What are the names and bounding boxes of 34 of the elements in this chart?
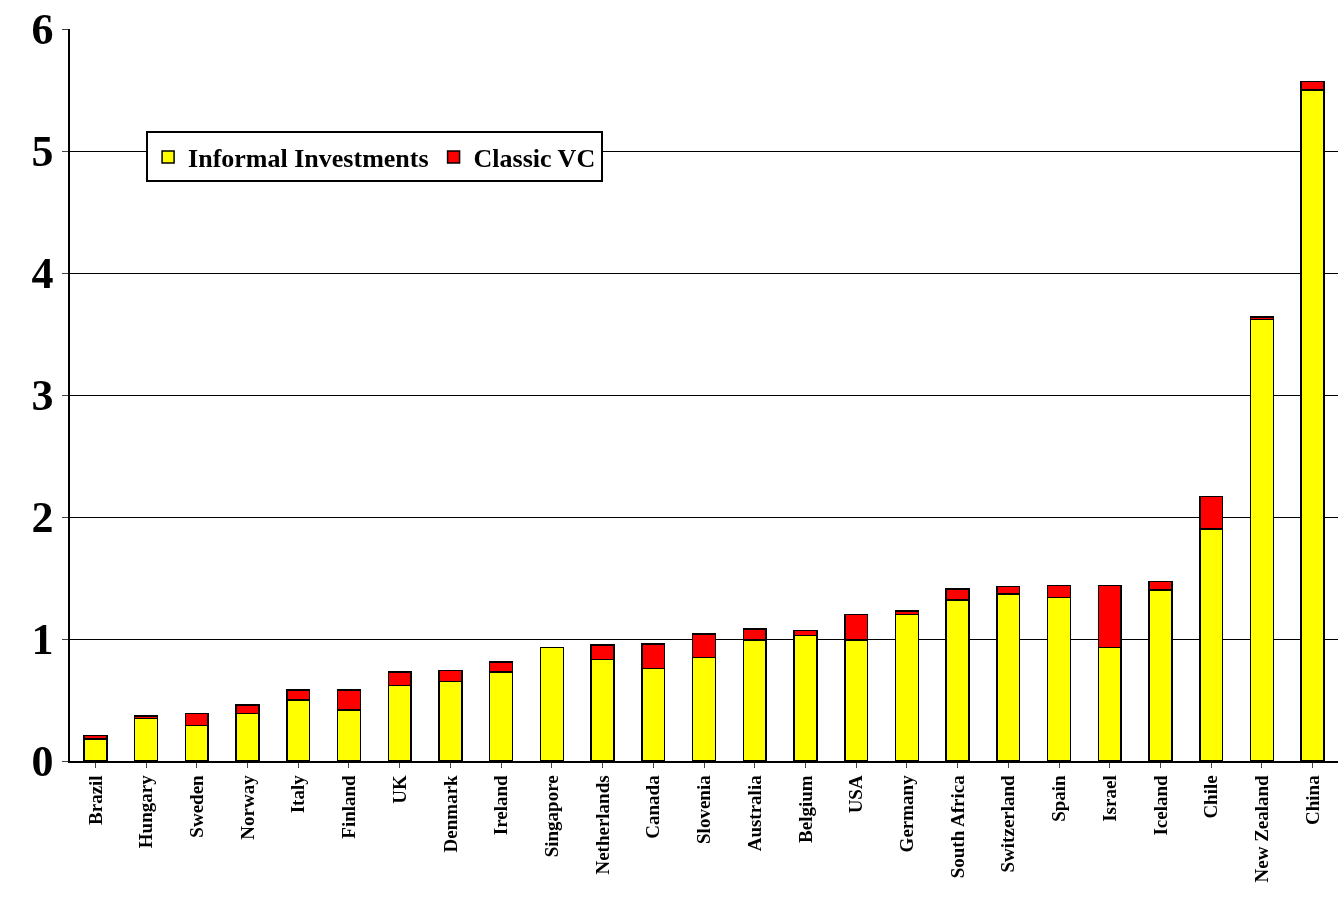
x-tick-label: Netherlands [591,775,613,875]
x-tick-label: Singapore [541,775,563,858]
y-tick-label: 6 [31,5,54,55]
x-tick-label: New Zealand [1251,774,1273,883]
x-tick-label: Denmark [439,774,461,853]
x-tick-label: Norway [236,774,258,840]
x-tick-label: Ireland [490,774,512,836]
x-tick-label: Sweden [185,774,207,838]
y-tick-label: 2 [31,493,54,543]
x-tick-label: Canada [642,774,664,839]
y-tick-label: 4 [31,249,54,299]
x-tick-label: USA [845,775,867,814]
x-tick-label: Hungary [135,774,157,849]
y-tick-label: 3 [31,371,54,421]
x-tick-label: China [1301,774,1323,825]
x-tick-label: UK [388,775,410,804]
legend-label: Classic VC [473,144,596,174]
y-tick-label: 1 [31,615,54,665]
x-tick-label: Germany [896,774,918,853]
x-tick-label: Switzerland [997,774,1019,873]
x-tick-label: Italy [287,774,309,814]
x-tick-label: Belgium [794,775,816,843]
legend-label: Informal Investments [188,144,429,174]
x-tick-label: Israel [1098,775,1120,822]
x-tick-label: Slovenia [693,774,715,844]
x-tick-label: Finland [338,774,360,839]
x-tick-label: Iceland [1149,774,1171,836]
x-tick-label: Australia [743,774,765,852]
x-tick-label: Spain [1048,774,1070,822]
x-tick-label: Brazil [84,775,106,825]
x-tick-label: South Africa [946,774,968,879]
x-tick-label: Chile [1200,775,1222,819]
y-tick-label: 0 [31,737,54,787]
y-tick-label: 5 [31,127,54,177]
